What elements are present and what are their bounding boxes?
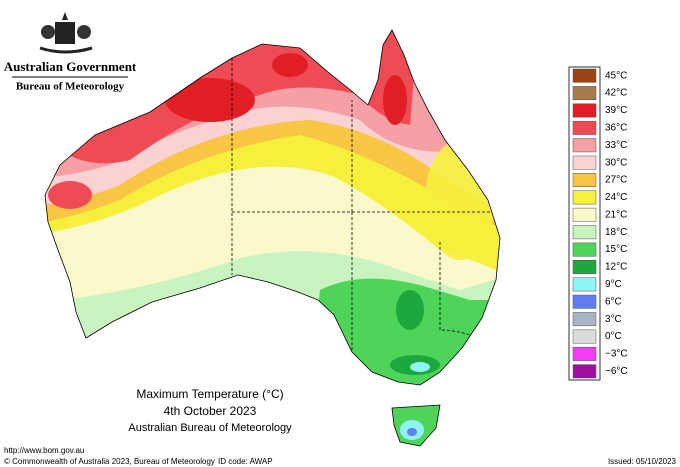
legend-label: 21°C: [605, 209, 627, 220]
header-subtitle: Bureau of Meteorology: [16, 81, 125, 93]
legend-swatch: [572, 207, 597, 222]
legend-swatch: [572, 346, 597, 361]
legend-swatch: [572, 138, 597, 153]
legend-swatch: [572, 225, 597, 240]
legend-swatch: [572, 86, 597, 101]
coat-of-arms: [39, 12, 93, 54]
legend-swatch: [572, 190, 597, 205]
header-title: Australian Government: [4, 59, 137, 74]
legend-swatch: [572, 103, 597, 118]
footer-copyright: © Commonwealth of Australia 2023, Bureau…: [4, 457, 215, 466]
legend-swatch: [572, 294, 597, 309]
map-date: 4th October 2023: [164, 404, 257, 418]
legend-label: 15°C: [605, 244, 627, 255]
legend-label: 42°C: [605, 88, 627, 99]
footer-url: http://www.bom.gov.au: [4, 446, 84, 455]
legend-label: 3°C: [605, 314, 622, 325]
legend-label: 39°C: [605, 105, 627, 116]
legend-label: 18°C: [605, 227, 627, 238]
legend-frame: [568, 66, 601, 381]
legend-label: 0°C: [605, 331, 622, 342]
legend-swatch: [572, 155, 597, 170]
legend-label: −3°C: [605, 349, 628, 360]
state-borders: [44, 29, 501, 447]
legend: 45°C 42°C 39°C 36°C 33°C 30°C 27°C 24°C 21°C 18°C…: [568, 66, 628, 381]
legend-swatch: [572, 312, 597, 327]
legend-label: 33°C: [605, 140, 627, 151]
legend-swatch: [572, 260, 597, 274]
legend-swatch: [572, 68, 597, 83]
legend-swatch: [572, 277, 597, 292]
legend-label: 45°C: [605, 70, 627, 81]
legend-swatch: [572, 329, 597, 344]
map-title: Maximum Temperature (°C): [136, 387, 283, 401]
legend-label: 36°C: [605, 123, 627, 134]
legend-label: 12°C: [605, 262, 627, 273]
legend-label: 24°C: [605, 192, 627, 203]
legend-swatch: [572, 120, 597, 135]
legend-label: 9°C: [605, 279, 622, 290]
legend-label: −6°C: [605, 366, 628, 377]
footer-issued: Issued: 05/10/2023: [608, 457, 677, 466]
legend-swatch: [572, 173, 597, 187]
map-source: Australian Bureau of Meteorology: [128, 422, 292, 434]
footer-id: ID code: AWAP: [218, 457, 273, 466]
legend-label: 30°C: [605, 157, 627, 168]
legend-swatch: [572, 364, 597, 379]
legend-swatch: [572, 242, 597, 257]
legend-label: 27°C: [605, 175, 627, 186]
legend-label: 6°C: [605, 296, 622, 307]
